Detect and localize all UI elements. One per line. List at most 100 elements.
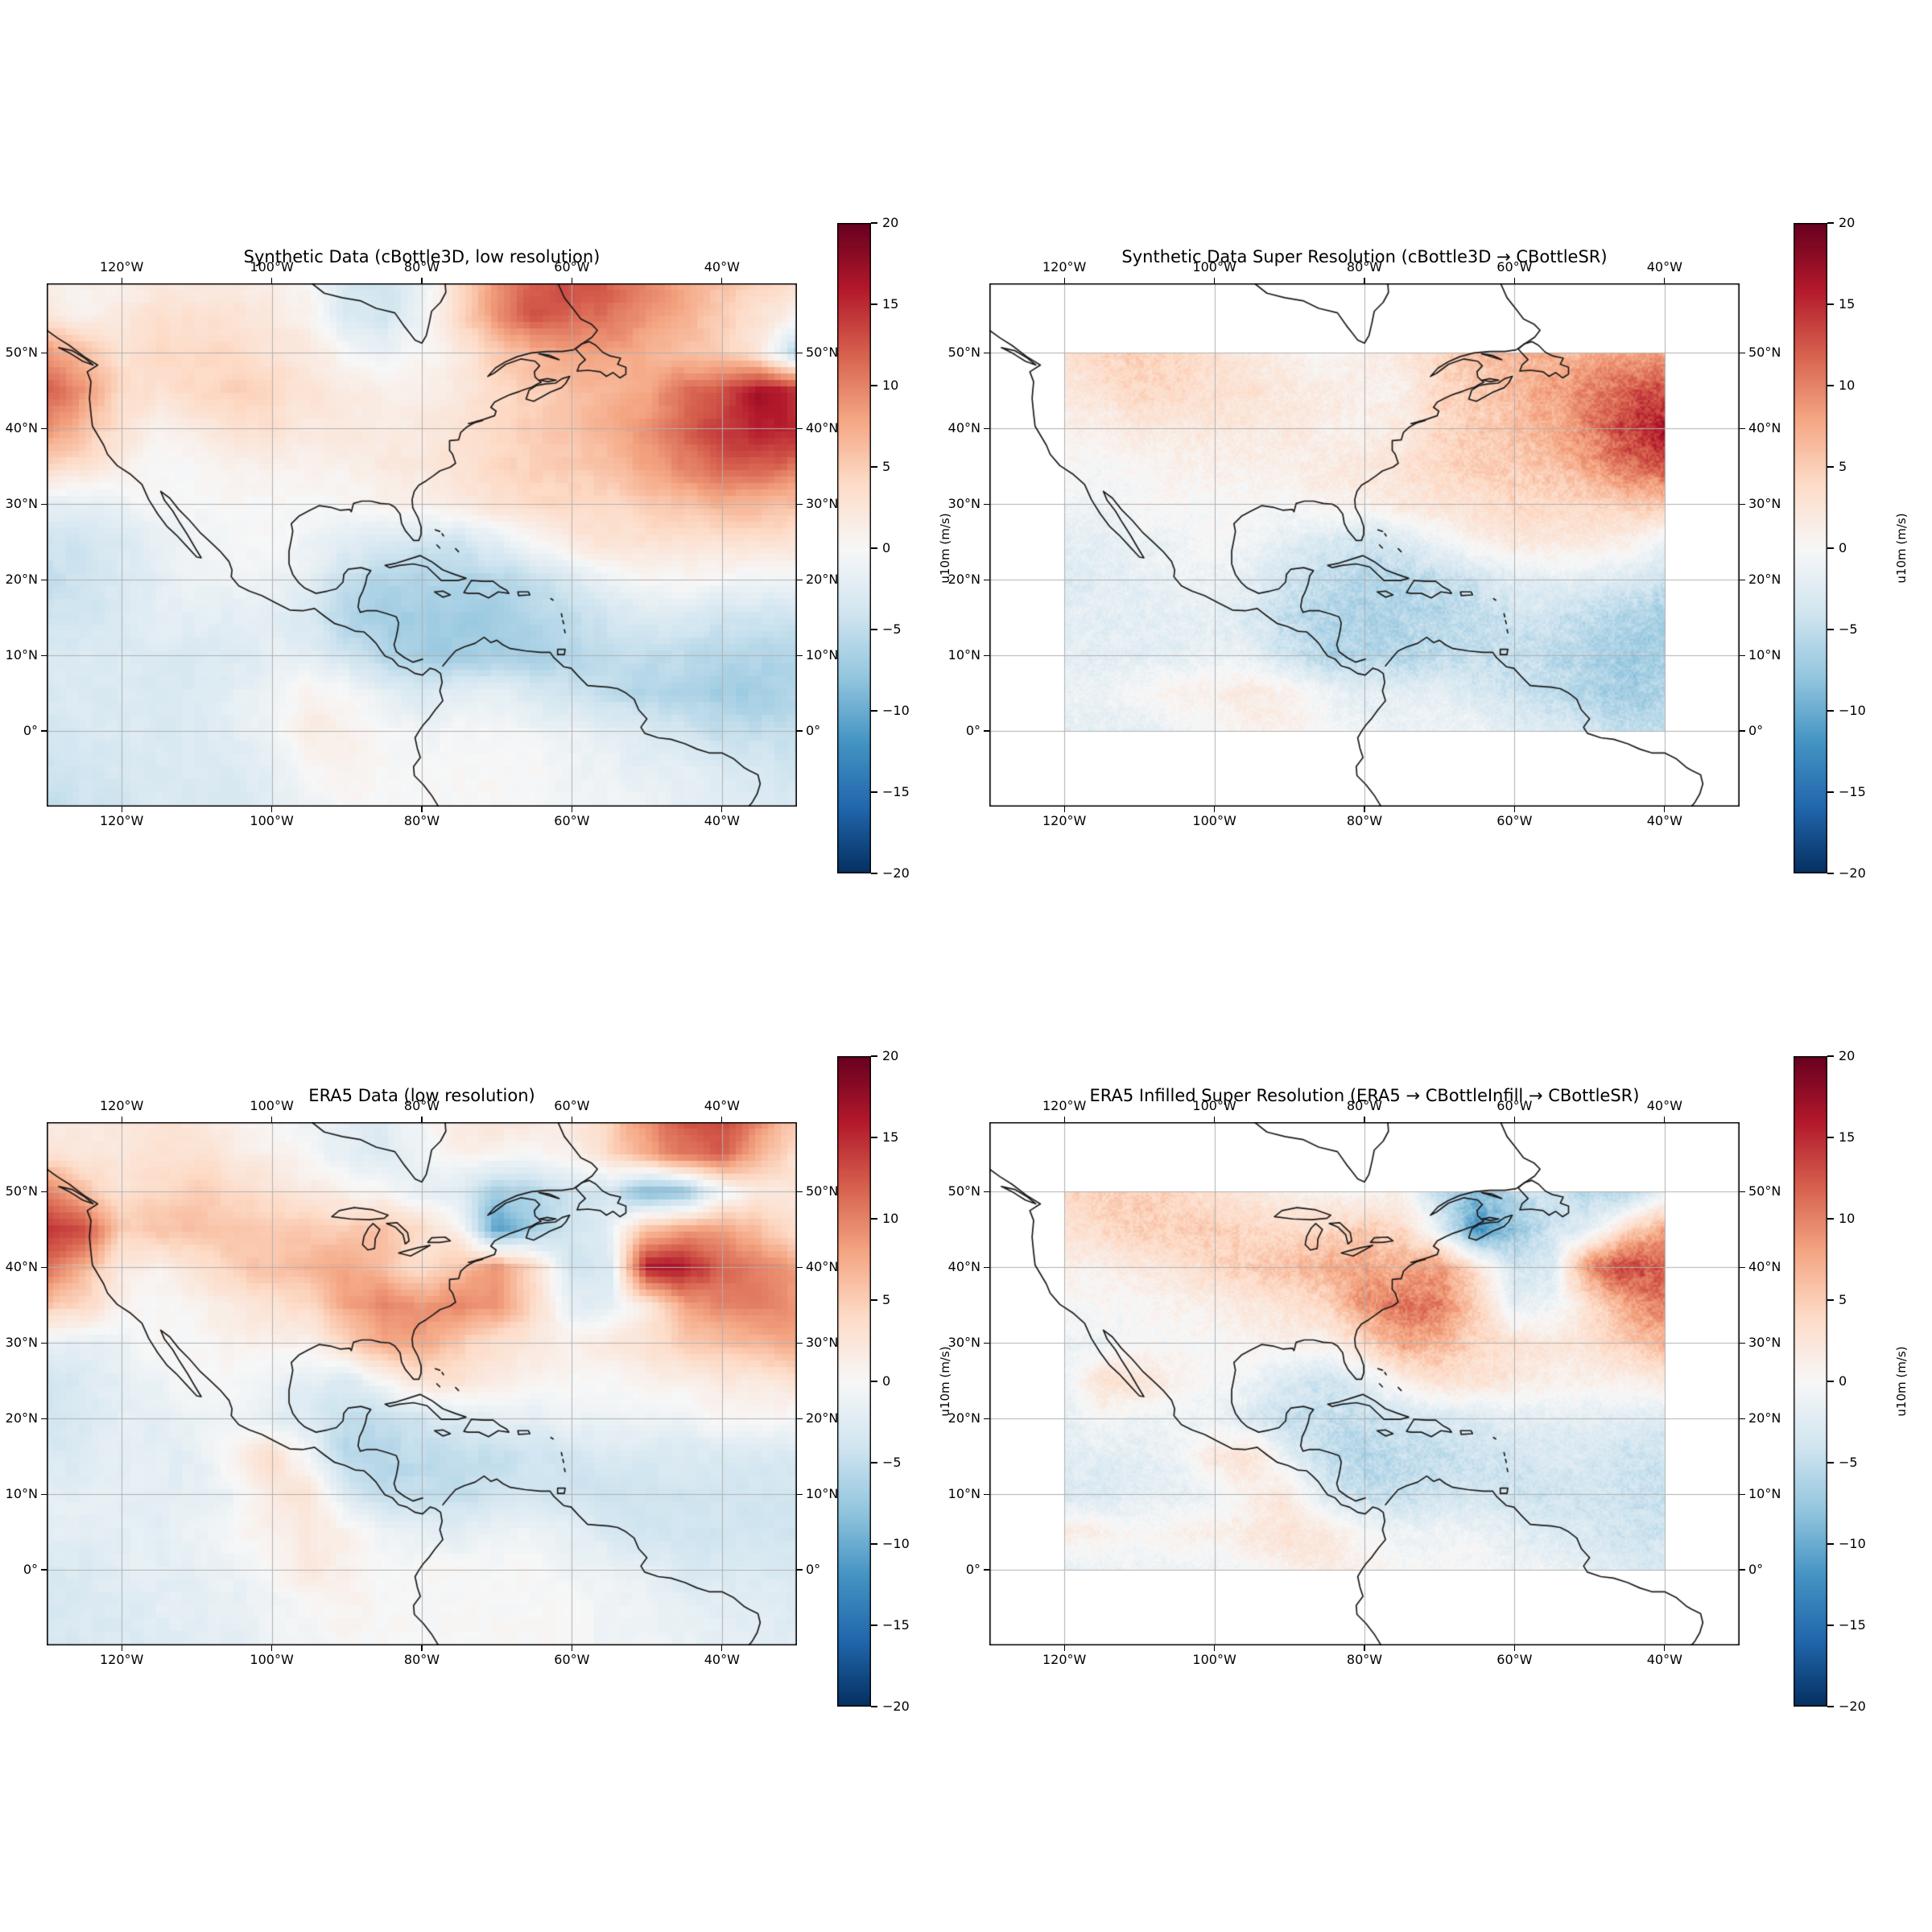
- lon-tick-label: 60°W: [554, 813, 590, 828]
- lat-tick-label: 50°N: [1748, 1183, 1781, 1199]
- axis-tick: [41, 1266, 47, 1268]
- map-era5-lowres: [47, 1122, 797, 1645]
- lon-tick-label: 40°W: [1646, 1652, 1682, 1667]
- lon-tick-label: 100°W: [1192, 259, 1236, 275]
- colorbar-tick-label: −20: [1839, 865, 1866, 881]
- colorbar-axis-label: u10m (m/s): [1894, 1346, 1909, 1417]
- lat-tick-label: 50°N: [5, 1183, 38, 1199]
- axis-tick: [721, 1117, 723, 1122]
- colorbar-tick-label: −5: [882, 1455, 902, 1470]
- lon-tick-label: 60°W: [1496, 1652, 1533, 1667]
- axis-tick: [1063, 807, 1065, 812]
- lon-tick-label: 80°W: [1346, 1652, 1383, 1667]
- lat-tick-label: 10°N: [1748, 647, 1781, 663]
- lat-tick-label: 30°N: [5, 1335, 38, 1351]
- lat-tick-label: 30°N: [806, 496, 839, 512]
- lat-tick-label: 20°N: [947, 1410, 980, 1426]
- axis-tick: [1740, 1342, 1745, 1344]
- colorbar-tick-label: −5: [1839, 1455, 1858, 1470]
- lat-tick-label: 40°N: [5, 420, 38, 436]
- lon-tick-label: 120°W: [100, 813, 144, 828]
- lon-tick-label: 60°W: [1496, 1098, 1533, 1113]
- lat-tick-label: 10°N: [947, 647, 980, 663]
- colorbar-tick: [1827, 1706, 1834, 1707]
- lon-tick-label: 80°W: [403, 813, 440, 828]
- colorbar-tick-label: 0: [1839, 540, 1847, 555]
- axis-tick: [797, 730, 803, 732]
- axis-tick: [41, 654, 47, 656]
- lat-tick-label: 0°: [806, 1562, 821, 1578]
- axis-tick: [721, 1645, 723, 1651]
- colorbar-tick: [871, 466, 877, 468]
- lat-tick-label: 30°N: [947, 496, 980, 512]
- lat-tick-label: 30°N: [806, 1335, 839, 1351]
- lat-tick-label: 20°N: [806, 1410, 839, 1426]
- lat-tick-label: 10°N: [806, 1486, 839, 1502]
- axis-tick: [797, 503, 803, 505]
- lon-tick-label: 120°W: [100, 259, 144, 275]
- lat-tick-label: 20°N: [1748, 1410, 1781, 1426]
- lon-tick-label: 60°W: [554, 1652, 590, 1667]
- colorbar-tick: [1827, 1543, 1834, 1545]
- lon-tick-label: 60°W: [1496, 259, 1533, 275]
- colorbar-tick-label: −20: [882, 1699, 910, 1714]
- axis-tick: [1214, 807, 1216, 812]
- lon-tick-label: 100°W: [250, 259, 294, 275]
- lat-tick-label: 10°N: [947, 1486, 980, 1502]
- colorbar-tick: [871, 385, 877, 386]
- lon-tick-label: 100°W: [250, 1098, 294, 1113]
- colorbar-tick: [1827, 1055, 1834, 1057]
- axis-tick: [271, 278, 273, 283]
- colorbar-tick-label: −10: [1839, 703, 1866, 718]
- axis-tick: [41, 503, 47, 505]
- lat-tick-label: 0°: [23, 1562, 38, 1578]
- axis-tick: [1740, 1569, 1745, 1571]
- lon-tick-label: 40°W: [704, 1098, 740, 1113]
- colorbar-tick: [1827, 1299, 1834, 1301]
- colorbar-tick-label: 20: [882, 1048, 899, 1063]
- colorbar-tick-label: 5: [882, 459, 891, 474]
- colorbar-tick: [1827, 1624, 1834, 1626]
- lat-tick-label: 20°N: [5, 572, 38, 588]
- axis-tick: [797, 654, 803, 656]
- axis-tick: [41, 1418, 47, 1419]
- colorbar-axis-label: u10m (m/s): [938, 1346, 952, 1417]
- colorbar-tick: [1827, 1218, 1834, 1220]
- colorbar-tick: [871, 1462, 877, 1463]
- axis-tick: [984, 1418, 989, 1419]
- colorbar-tick: [871, 547, 877, 549]
- colorbar-tick-label: −15: [882, 1617, 910, 1633]
- colorbar-tick: [1827, 1462, 1834, 1463]
- axis-tick: [1214, 1645, 1216, 1651]
- colorbar-tick-label: 5: [1839, 459, 1847, 474]
- lat-tick-label: 40°N: [947, 420, 980, 436]
- axis-tick: [1214, 1117, 1216, 1122]
- lat-tick-label: 0°: [806, 723, 821, 739]
- axis-tick: [1513, 278, 1515, 283]
- colorbar-tick-label: 5: [882, 1292, 891, 1307]
- colorbar-tick-label: −10: [1839, 1536, 1866, 1551]
- axis-tick: [1214, 278, 1216, 283]
- axis-tick: [1740, 1191, 1745, 1192]
- lat-tick-label: 10°N: [5, 647, 38, 663]
- axis-tick: [721, 807, 723, 812]
- colorbar-tick-label: 20: [882, 215, 899, 230]
- lat-tick-label: 10°N: [1748, 1486, 1781, 1502]
- colorbar-tick-label: 10: [1839, 1211, 1856, 1226]
- lon-tick-label: 100°W: [1192, 1652, 1236, 1667]
- colorbar-tick: [1827, 710, 1834, 712]
- axis-tick: [1740, 1266, 1745, 1268]
- axis-tick: [797, 1191, 803, 1192]
- colorbar-tick: [871, 303, 877, 305]
- axis-tick: [41, 1191, 47, 1192]
- axis-tick: [1513, 1645, 1515, 1651]
- axis-tick: [1740, 654, 1745, 656]
- axis-tick: [984, 503, 989, 505]
- lon-tick-label: 100°W: [1192, 813, 1236, 828]
- lat-tick-label: 20°N: [806, 572, 839, 588]
- colorbar-tick-label: −10: [882, 1536, 910, 1551]
- colorbar-tick: [871, 1218, 877, 1220]
- colorbar-tick-label: 10: [882, 378, 899, 393]
- colorbar-tick-label: 15: [882, 1129, 899, 1145]
